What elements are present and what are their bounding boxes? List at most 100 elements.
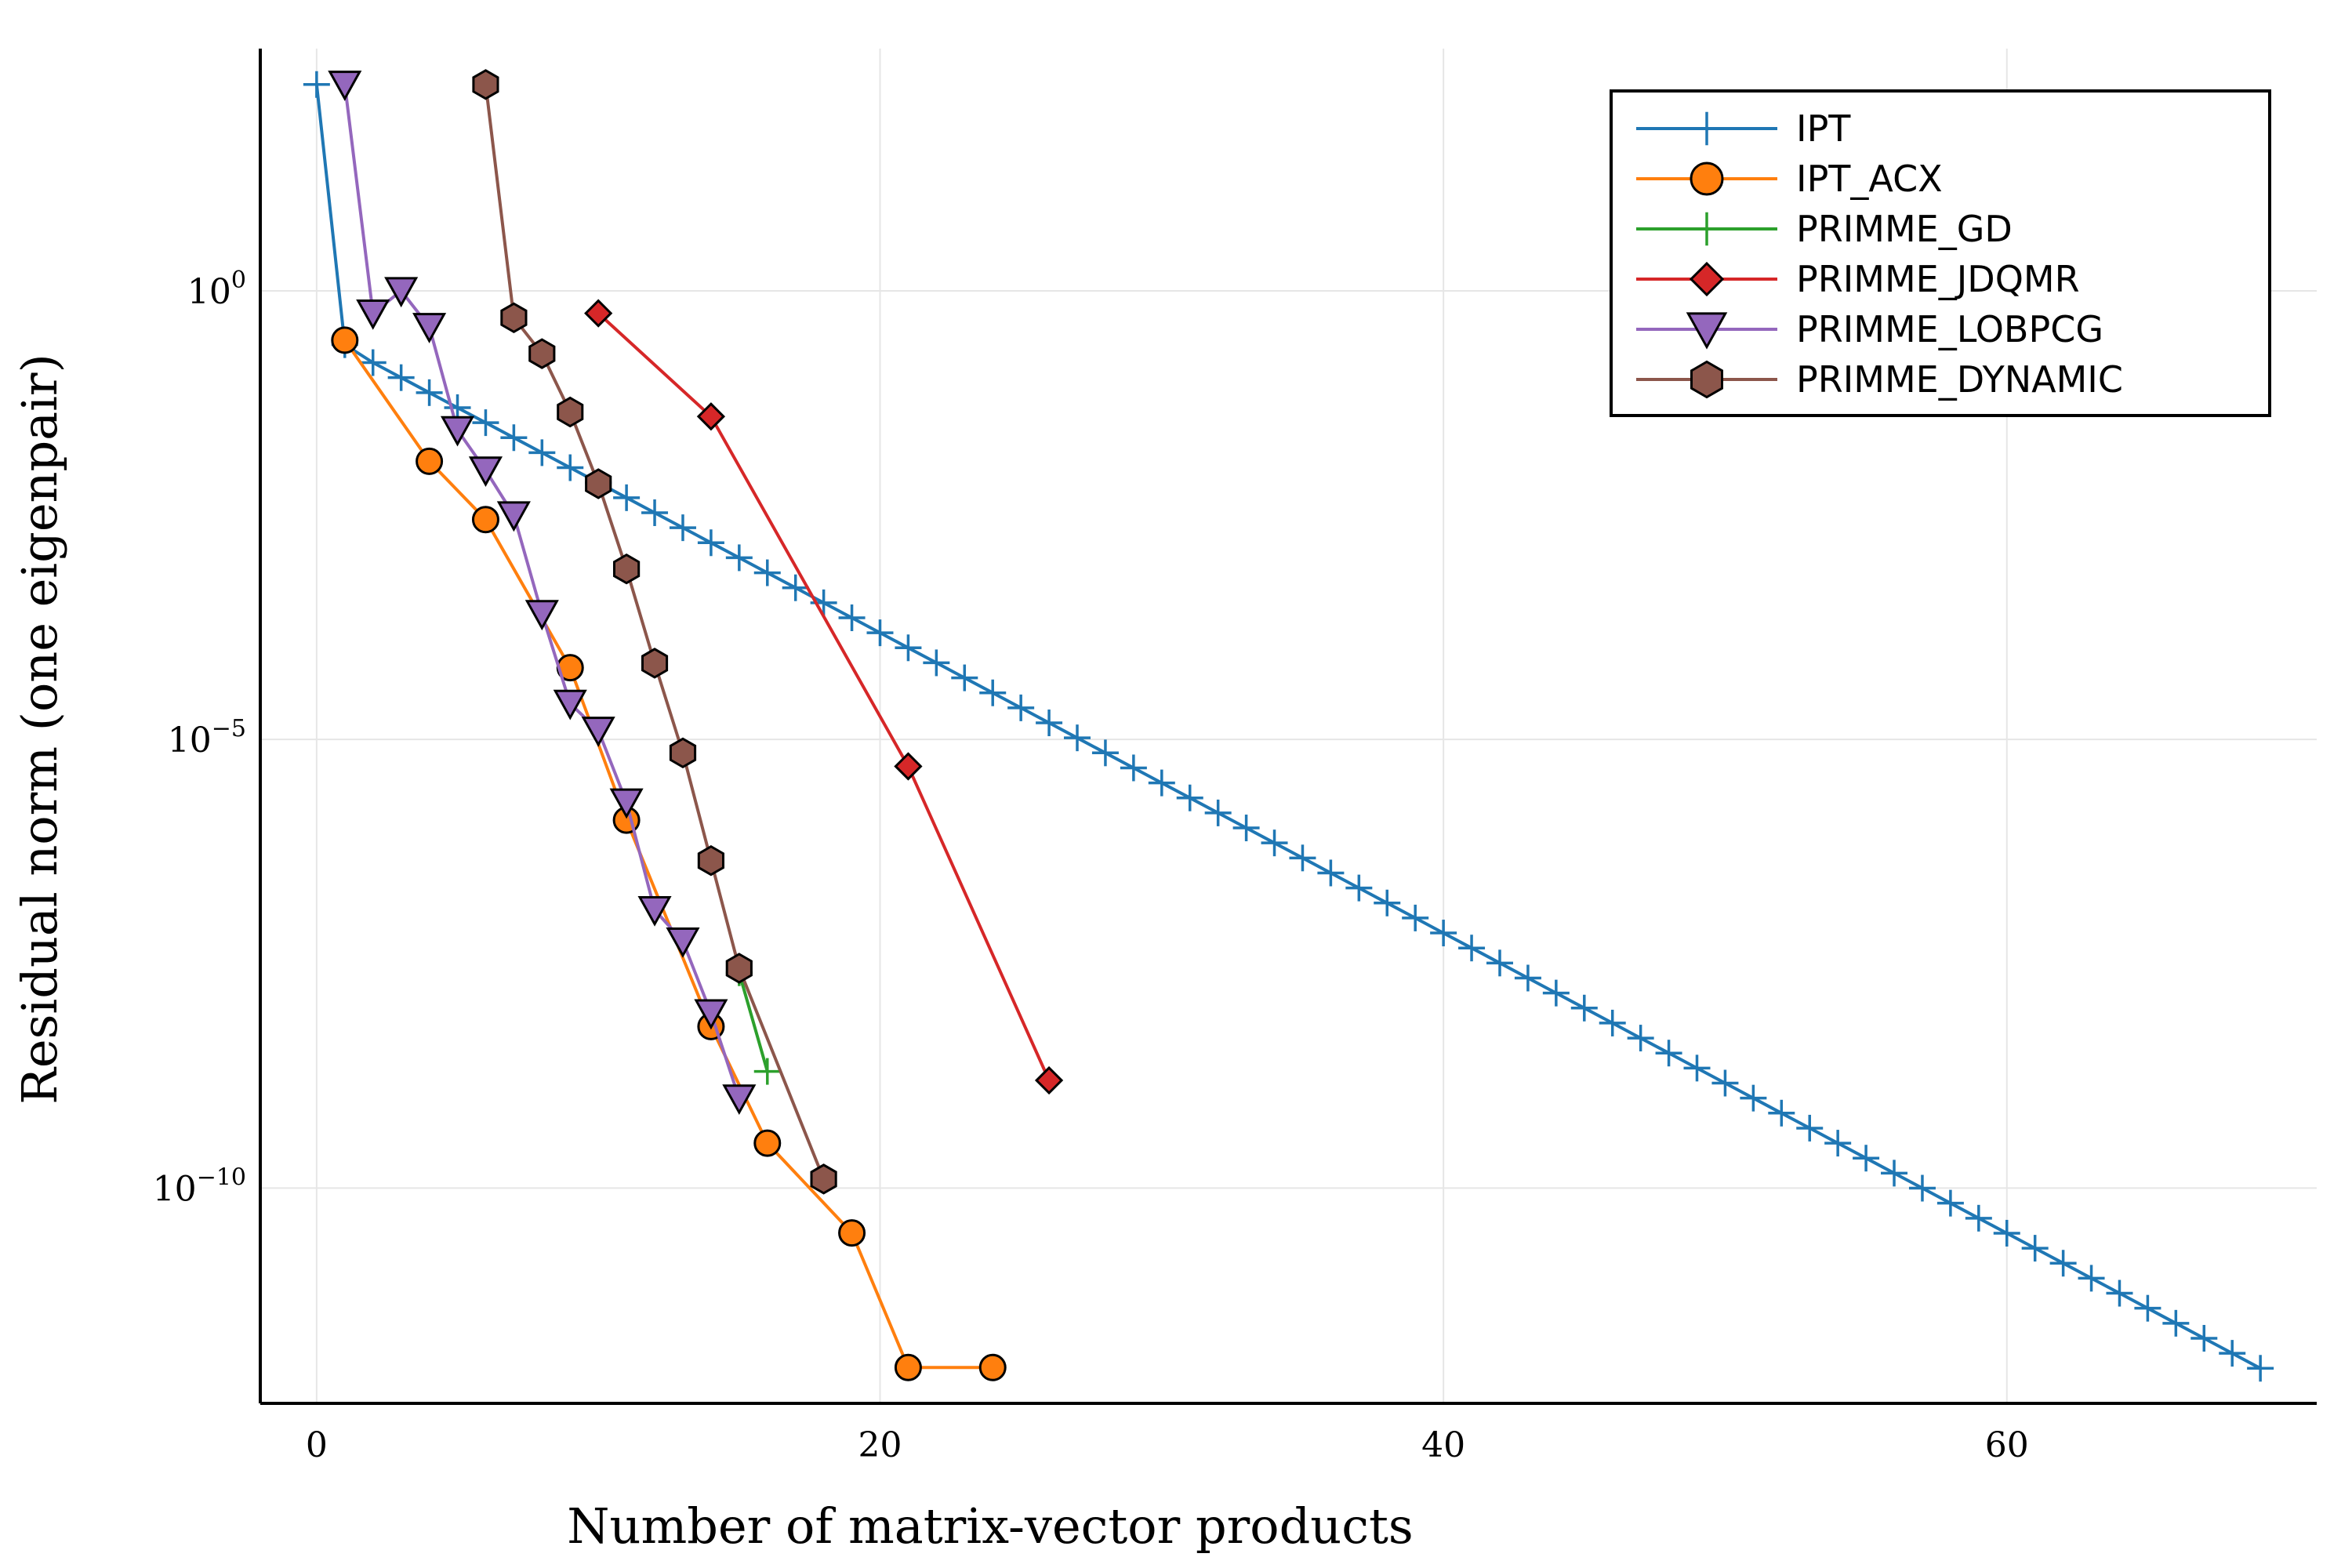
data-point <box>471 506 499 534</box>
data-point <box>894 1353 922 1381</box>
data-point <box>496 501 531 532</box>
data-point <box>1965 1204 1992 1232</box>
data-point <box>1064 724 1091 752</box>
legend-entry: PRIMME_DYNAMIC <box>1636 358 2123 401</box>
data-point <box>1570 994 1598 1022</box>
data-point <box>1458 935 1486 962</box>
data-point <box>2162 1309 2190 1337</box>
data-point <box>609 788 644 819</box>
data-point <box>1261 829 1288 857</box>
legend-entry: IPT_ACX <box>1636 158 1943 200</box>
data-point <box>468 456 503 487</box>
data-point <box>1908 1174 1936 1202</box>
data-point <box>694 999 728 1030</box>
data-point <box>1345 874 1373 902</box>
data-point <box>1514 964 1541 992</box>
data-point <box>581 717 615 747</box>
data-point <box>1936 1189 1964 1217</box>
data-point <box>1824 1130 1852 1157</box>
legend-entry: PRIMME_GD <box>1636 208 2013 250</box>
data-point <box>472 409 499 437</box>
data-point <box>1176 784 1203 811</box>
data-point <box>838 1219 866 1247</box>
data-point <box>472 69 499 100</box>
data-point <box>553 689 587 720</box>
series-primme-dynamic <box>472 69 837 1195</box>
data-point <box>359 349 387 376</box>
data-point <box>753 1129 782 1157</box>
data-point <box>1881 1160 1908 1187</box>
data-point <box>1036 710 1063 737</box>
data-point <box>1091 739 1119 767</box>
data-point <box>1486 949 1513 977</box>
legend-box <box>1610 89 2271 417</box>
legend-label: PRIMME_LOBPCG <box>1796 308 2103 350</box>
legend-entry: PRIMME_JDQMR <box>1636 258 2080 300</box>
series-line <box>737 972 769 1073</box>
data-point <box>669 514 696 542</box>
data-point <box>1768 1099 1795 1127</box>
legend-label: PRIMME_DYNAMIC <box>1796 358 2123 401</box>
data-point <box>2247 1355 2274 1382</box>
data-point <box>1655 1040 1682 1067</box>
legend-label: IPT <box>1796 107 1851 150</box>
data-point <box>696 402 726 431</box>
legend-entry: IPT <box>1636 107 1851 150</box>
data-point <box>1007 694 1035 721</box>
data-point <box>416 447 444 475</box>
data-point <box>2021 1235 2049 1262</box>
y-tick-label: 10−5 <box>168 715 246 760</box>
series-line <box>314 84 2262 1370</box>
data-point <box>416 379 443 406</box>
legend-label: IPT_ACX <box>1796 158 1943 200</box>
data-point <box>1402 904 1429 931</box>
data-point <box>641 648 669 679</box>
data-point <box>384 277 419 308</box>
x-tick-label: 20 <box>858 1425 902 1465</box>
data-point <box>1232 815 1260 842</box>
data-point <box>1542 979 1570 1007</box>
data-point <box>1627 1025 1654 1052</box>
series-layer <box>303 69 2274 1382</box>
legend: IPT IPT_ACX PRIMME_GD PRIMME_JDQMR PRIMME_LO… <box>1610 89 2271 417</box>
data-point <box>1993 1219 2020 1247</box>
data-point <box>2078 1265 2105 1292</box>
data-point <box>557 396 584 428</box>
data-point <box>1740 1084 1767 1112</box>
data-point <box>1289 844 1316 872</box>
x-tick-label: 0 <box>306 1425 328 1465</box>
data-point <box>387 364 415 391</box>
data-point <box>2049 1250 2077 1277</box>
data-point <box>923 649 950 677</box>
data-point <box>331 326 359 354</box>
data-point <box>528 439 556 466</box>
x-tick-label: 40 <box>1421 1425 1465 1465</box>
data-point <box>524 600 559 631</box>
data-point <box>500 302 528 334</box>
data-point <box>440 416 475 447</box>
data-point <box>1204 799 1232 826</box>
data-point <box>1711 1069 1739 1097</box>
x-axis-title: Number of matrix-vector products <box>567 1497 1413 1555</box>
data-point <box>810 1163 837 1195</box>
data-point <box>978 1353 1007 1381</box>
data-point <box>725 953 753 984</box>
data-point <box>782 574 809 601</box>
data-point <box>838 604 866 632</box>
data-point <box>697 844 724 877</box>
data-point <box>585 468 612 499</box>
data-point <box>697 529 724 557</box>
x-tick-label: 60 <box>1985 1425 2029 1465</box>
data-point <box>641 499 669 526</box>
data-point <box>951 664 978 691</box>
series-line <box>597 312 1051 1081</box>
legend-marker <box>1686 312 1728 350</box>
data-point <box>500 424 528 452</box>
data-point <box>637 895 672 927</box>
data-point <box>753 559 781 586</box>
data-point <box>666 927 700 958</box>
data-point <box>613 553 641 585</box>
data-point <box>1120 754 1147 782</box>
legend-marker <box>1690 162 1724 196</box>
